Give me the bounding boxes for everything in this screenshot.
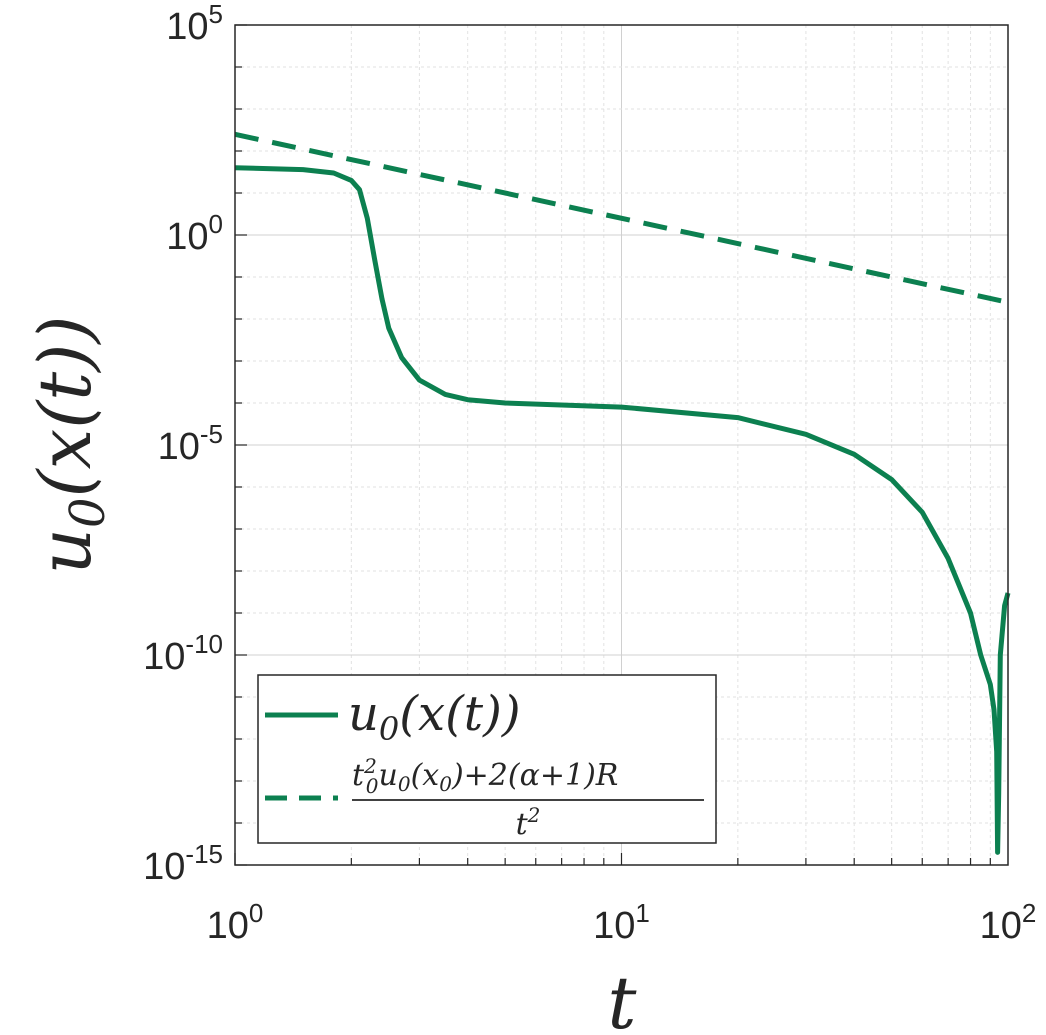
svg-text:u0(x(t)): u0(x(t)) [23, 316, 116, 575]
axis-ticks [234, 24, 991, 866]
grid [234, 24, 1008, 866]
x-tick-label: 100 [207, 898, 264, 947]
y-tick-label: 10-5 [158, 419, 223, 468]
x-tick-label: 101 [593, 898, 650, 947]
y-tick-label: 105 [166, 0, 223, 48]
legend: u0(x(t)) t2 0u0(x0)+2(α+1)R t2 [257, 674, 717, 844]
tick-labels: 100 101 102 105 100 10-5 10-10 10-15 [143, 0, 1036, 947]
legend-label-dashed: t2 0u0(x0)+2(α+1)R t2 [352, 754, 704, 842]
legend-label-solid: u0(x(t)) [348, 686, 521, 748]
y-tick-label: 10-15 [143, 839, 223, 888]
legend-box [257, 674, 717, 844]
y-tick-label: 100 [166, 209, 223, 258]
series-layer [234, 131, 1011, 855]
series-line-dashed [234, 131, 1009, 305]
y-axis-label: u0(x(t)) [23, 316, 116, 575]
x-tick-label: 102 [980, 898, 1037, 947]
series-line-solid [234, 165, 1011, 855]
y-tick-label: 10-10 [143, 629, 223, 678]
x-axis-label: t [608, 961, 638, 1035]
